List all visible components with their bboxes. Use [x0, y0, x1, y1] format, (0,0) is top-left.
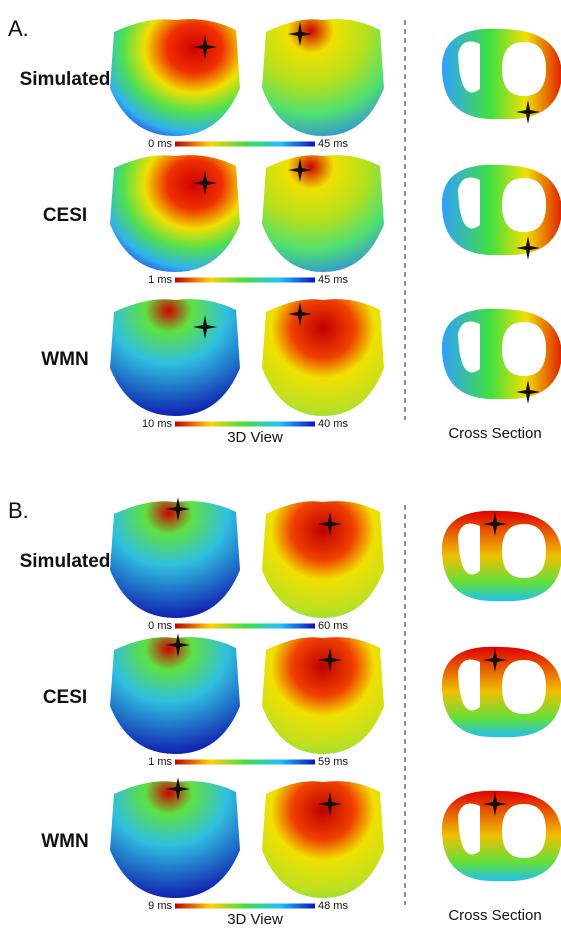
cross-section	[442, 29, 561, 119]
heart-3d	[110, 781, 240, 898]
panel-label: A.	[8, 16, 29, 41]
heart-3d	[262, 637, 384, 754]
heart-3d	[262, 781, 384, 898]
heart-3d	[262, 19, 384, 136]
colorbar	[175, 904, 315, 909]
colorbar-min: 9 ms	[148, 900, 172, 912]
colorbar-max: 45 ms	[318, 274, 348, 286]
heart-3d	[262, 501, 384, 618]
row-label: WMN	[41, 349, 88, 370]
colorbar-max: 40 ms	[318, 418, 348, 430]
cross-section	[442, 165, 561, 255]
colorbar-max: 60 ms	[318, 620, 348, 632]
heart-3d	[110, 155, 240, 272]
colorbar	[175, 624, 315, 629]
heart-3d	[110, 501, 240, 618]
colorbar	[175, 422, 315, 427]
row-label: Simulated	[20, 551, 111, 572]
heart-3d	[262, 299, 384, 416]
heart-3d	[110, 19, 240, 136]
row-label: CESI	[43, 687, 87, 708]
row-label: Simulated	[20, 69, 111, 90]
colorbar	[175, 142, 315, 147]
row-label: CESI	[43, 205, 87, 226]
colorbar-min: 10 ms	[142, 418, 172, 430]
colorbar-min: 0 ms	[148, 138, 172, 150]
heart-3d	[262, 155, 384, 272]
cross-label: Cross Section	[448, 425, 541, 442]
colorbar-min: 1 ms	[148, 274, 172, 286]
colorbar-max: 48 ms	[318, 900, 348, 912]
cross-section	[442, 309, 561, 399]
view-label: 3D View	[227, 911, 283, 928]
colorbar-max: 59 ms	[318, 756, 348, 768]
colorbar	[175, 760, 315, 765]
colorbar-min: 1 ms	[148, 756, 172, 768]
figure: A. Simulated 0 ms 45 ms CESI 1 ms 45 ms WMN 10 m…	[0, 0, 561, 934]
heart-3d	[110, 637, 240, 754]
panel-label: B.	[8, 498, 29, 523]
heart-3d	[110, 299, 240, 416]
row-label: WMN	[41, 831, 88, 852]
view-label: 3D View	[227, 429, 283, 446]
colorbar-min: 0 ms	[148, 620, 172, 632]
cross-label: Cross Section	[448, 907, 541, 924]
colorbar	[175, 278, 315, 283]
colorbar-max: 45 ms	[318, 138, 348, 150]
